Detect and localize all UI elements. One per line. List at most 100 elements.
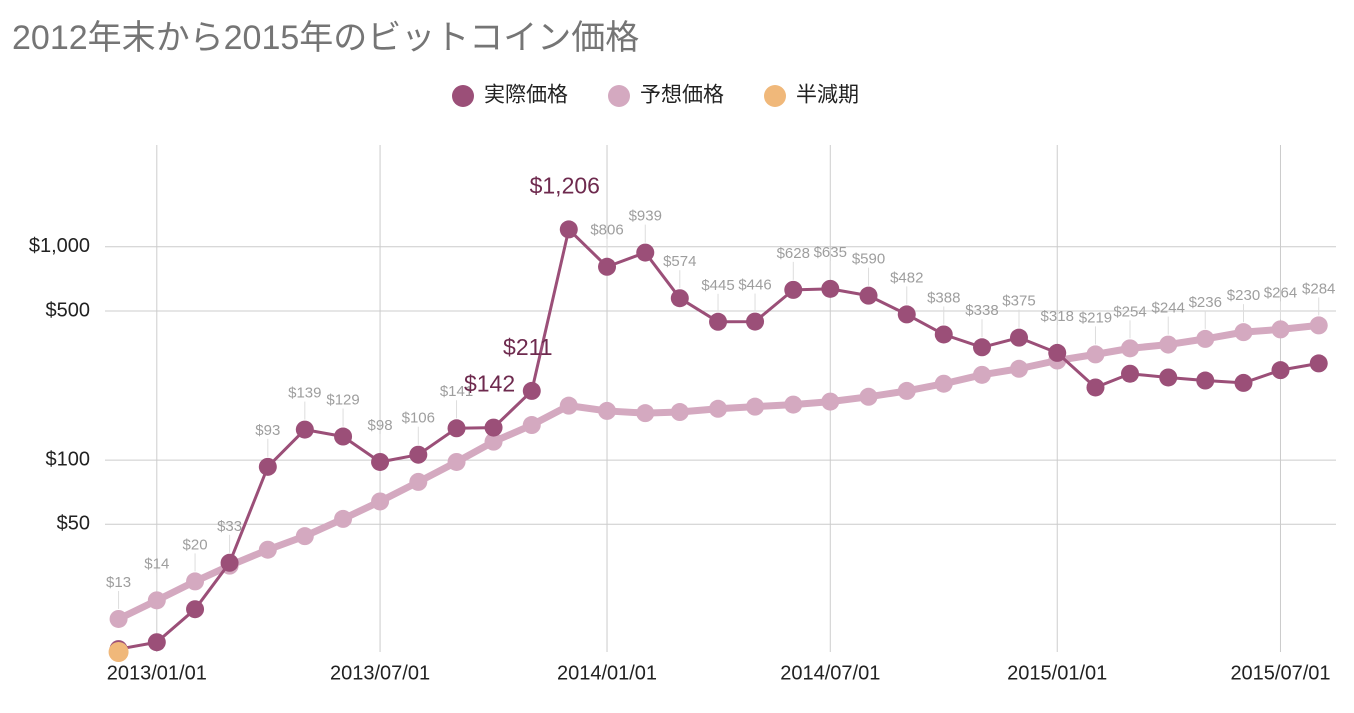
data-point <box>934 374 953 393</box>
data-point <box>258 457 277 476</box>
data-label: $318 <box>1041 308 1074 325</box>
series-line <box>117 321 1320 623</box>
legend-marker <box>452 85 474 107</box>
data-point <box>1234 323 1253 342</box>
data-point <box>409 472 428 491</box>
data-label: $20 <box>183 536 208 553</box>
data-label: $244 <box>1152 300 1185 317</box>
data-point <box>1086 378 1105 397</box>
data-label: $939 <box>629 208 662 225</box>
data-point <box>934 325 953 344</box>
data-label: $141 <box>440 383 473 400</box>
data-point <box>1196 371 1215 390</box>
y-tick-label: $1,000 <box>29 235 90 257</box>
legend-label: 実際価格 <box>484 84 568 107</box>
data-point <box>447 419 466 438</box>
data-label: $446 <box>738 277 771 294</box>
data-label: $139 <box>288 385 321 402</box>
data-point <box>859 387 878 406</box>
data-point <box>1309 354 1328 373</box>
data-point <box>522 381 541 400</box>
data-point <box>1159 368 1178 387</box>
data-label: $445 <box>701 277 734 294</box>
chart-title: 2012年末から2015年のビットコイン価格 <box>12 19 639 57</box>
data-point <box>1009 359 1028 378</box>
data-point <box>746 397 765 416</box>
data-point <box>108 642 129 662</box>
legend-label: 予想価格 <box>640 84 724 107</box>
data-label: $230 <box>1227 287 1260 304</box>
legend-label: 半減期 <box>796 84 859 107</box>
data-point <box>859 286 878 305</box>
data-label: $628 <box>777 245 810 262</box>
data-point <box>447 452 466 471</box>
data-point <box>371 492 390 511</box>
data-point <box>334 427 353 446</box>
data-point <box>784 395 803 414</box>
data-label: $574 <box>663 253 696 270</box>
data-label: $264 <box>1264 284 1297 301</box>
data-point <box>972 338 991 357</box>
data-point <box>186 600 205 619</box>
data-point <box>409 445 428 464</box>
data-label: $14 <box>144 555 169 572</box>
data-label: $33 <box>217 518 242 535</box>
y-tick-label: $50 <box>57 513 90 535</box>
data-point <box>1159 335 1178 354</box>
data-point <box>147 591 166 610</box>
data-point <box>1121 339 1140 358</box>
data-point <box>1234 373 1253 392</box>
data-label: $93 <box>255 422 280 439</box>
data-point <box>220 553 239 572</box>
data-point <box>484 418 503 437</box>
x-tick-label: 2013/07/01 <box>330 662 430 684</box>
data-label: $375 <box>1002 293 1035 310</box>
data-label: $106 <box>402 410 435 427</box>
data-label: $219 <box>1079 309 1112 326</box>
y-tick-label: $100 <box>46 448 91 470</box>
data-label: $98 <box>368 417 393 434</box>
data-point <box>484 432 503 451</box>
grid <box>105 145 1336 652</box>
data-point <box>670 403 689 422</box>
data-point <box>1309 316 1328 335</box>
data-point <box>972 365 991 384</box>
data-point <box>897 305 916 324</box>
data-point <box>897 381 916 400</box>
data-point <box>258 540 277 559</box>
legend-marker <box>608 85 630 107</box>
data-point <box>1271 320 1290 339</box>
data-label: $1,206 <box>530 173 600 199</box>
x-tick-label: 2014/07/01 <box>780 662 880 684</box>
x-tick-label: 2015/01/01 <box>1007 662 1107 684</box>
data-point <box>1048 343 1067 362</box>
data-point <box>636 243 655 262</box>
data-point <box>784 280 803 299</box>
data-point <box>598 257 617 276</box>
data-point <box>670 289 689 308</box>
x-tick-label: 2013/01/01 <box>107 662 207 684</box>
data-point <box>147 633 166 652</box>
data-point <box>109 609 128 628</box>
data-label: $284 <box>1302 280 1335 297</box>
data-label: $388 <box>927 289 960 306</box>
data-label: $236 <box>1189 294 1222 311</box>
data-point <box>186 572 205 591</box>
data-point <box>334 509 353 528</box>
data-point <box>295 420 314 439</box>
data-label: $590 <box>852 251 885 268</box>
data-label: $482 <box>890 269 923 286</box>
data-label: $13 <box>106 574 131 591</box>
data-point <box>746 312 765 331</box>
x-tick-label: 2014/01/01 <box>557 662 657 684</box>
data-point <box>1009 328 1028 347</box>
data-point <box>821 392 840 411</box>
x-tick-label: 2015/07/01 <box>1230 662 1330 684</box>
data-point <box>1121 364 1140 383</box>
data-label: $142 <box>464 371 515 397</box>
data-label: $635 <box>814 244 847 261</box>
data-label: $129 <box>326 391 359 408</box>
data-label: $211 <box>503 334 552 360</box>
data-point <box>1271 361 1290 380</box>
